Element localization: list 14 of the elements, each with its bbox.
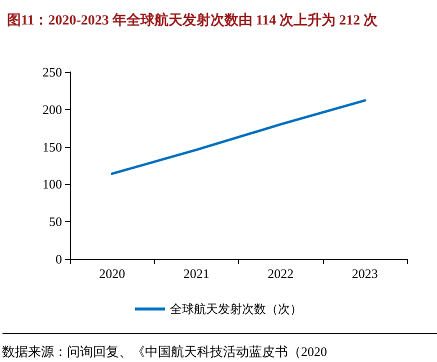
x-tick-label: 2020 — [99, 266, 126, 281]
y-tick-label: 100 — [42, 176, 62, 192]
x-tick-label: 2022 — [268, 266, 294, 281]
y-tick-label: 0 — [56, 252, 62, 266]
y-tick-label: 50 — [49, 214, 62, 230]
x-tick-label: 2021 — [183, 266, 210, 281]
x-tick-label: 2023 — [352, 266, 378, 281]
y-tick-label: 200 — [42, 102, 62, 117]
y-tick-label: 250 — [42, 64, 62, 80]
chart-title: 图11：2020-2023 年全球航天发射次数由 114 次上升为 212 次 — [7, 12, 379, 28]
y-tick-label: 150 — [42, 139, 62, 154]
legend-label: 全球航天发射次数（次） — [170, 302, 302, 316]
line-series — [110, 99, 366, 175]
source-note: 数据来源：问询回复、《中国航天科技活动蓝皮书（2020 — [2, 344, 327, 359]
